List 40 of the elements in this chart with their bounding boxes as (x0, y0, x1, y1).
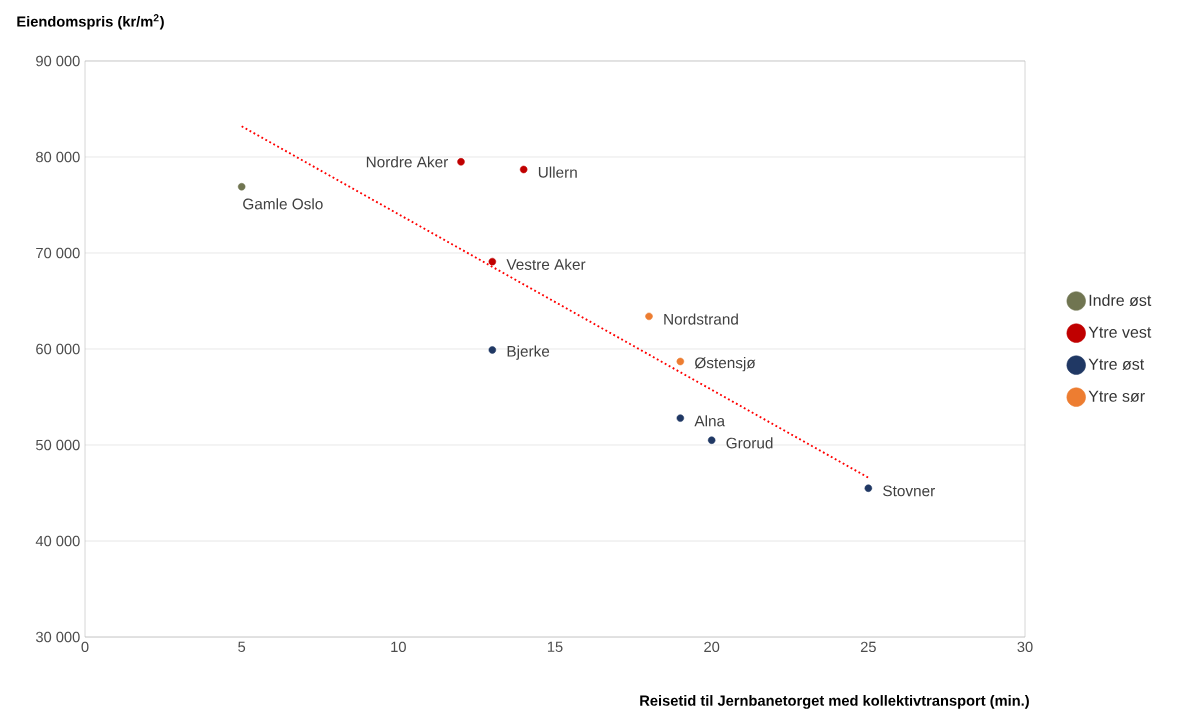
y-tick-label: 90 000 (36, 55, 80, 67)
x-tick-label: 20 (704, 641, 720, 653)
y-tick-label: 30 000 (35, 631, 80, 643)
annotation: Alna (694, 415, 726, 427)
y-tick-label: 80 000 (36, 151, 80, 163)
y-tick-label: 50 000 (36, 439, 80, 451)
x-axis-title: Reisetid til Jernbanetorget med kollektivtransport (min.) (640, 695, 1029, 709)
y-tick-label: 40 000 (35, 535, 80, 547)
annotation: Østensjø (694, 357, 756, 372)
point (676, 414, 685, 422)
x-tick-label: 30 (1017, 641, 1033, 653)
point (519, 165, 528, 174)
legend-label: Ytre øst (1088, 358, 1145, 370)
point (676, 357, 685, 366)
x-tick-label: 5 (238, 641, 246, 652)
x-tick-label: 15 (547, 641, 563, 652)
y-axis-title: Eiendomspris (kr/m$^{2}$) (17, 14, 164, 30)
annotation: Nordre Aker (366, 156, 449, 168)
annotation: Nordstrand (664, 313, 738, 325)
annotation: Vestre Aker (506, 258, 586, 270)
x-tick-label: 0 (81, 641, 89, 653)
point (864, 484, 873, 492)
point (488, 346, 497, 354)
y-tick-label: 70 000 (36, 247, 80, 259)
point (457, 158, 465, 166)
point (645, 312, 653, 321)
legend-label: Ytre sør (1088, 390, 1145, 402)
y-tick-label: 60 000 (36, 343, 80, 355)
point (488, 257, 497, 266)
legend-label: Indre øst (1089, 294, 1152, 307)
annotation: Grorud (726, 437, 773, 449)
x-tick-label: 25 (860, 641, 876, 653)
legend-label: Ytre vest (1088, 326, 1152, 338)
annotation: Bjerke (507, 345, 550, 360)
annotation: Stovner (883, 485, 935, 497)
x-tick-label: 10 (391, 641, 406, 653)
point (237, 183, 246, 191)
point (707, 436, 716, 444)
annotation: Ullern (538, 166, 577, 178)
annotation: Gamle Oslo (243, 198, 323, 210)
